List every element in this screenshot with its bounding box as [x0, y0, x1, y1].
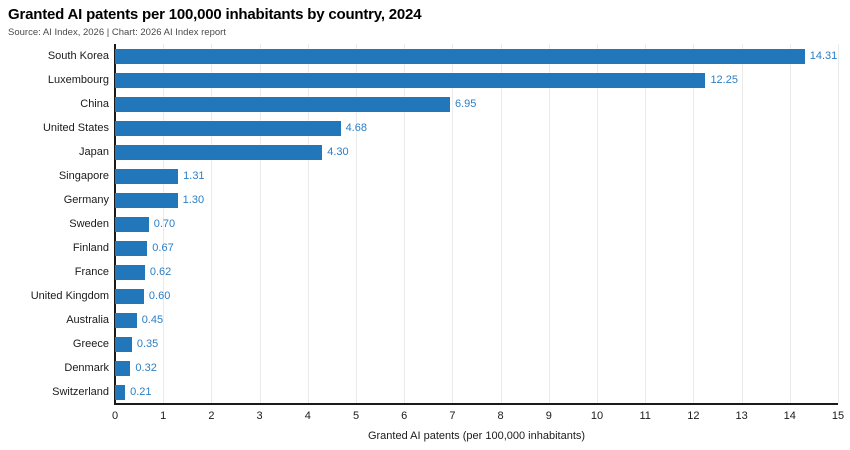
bar-value-label: 6.95: [454, 98, 477, 110]
x-tick-label: 2: [208, 410, 215, 422]
bar: [115, 384, 126, 400]
bar-row: Luxembourg 12.25: [48, 68, 838, 92]
category-label: China: [80, 98, 109, 110]
x-tick-label: 3: [256, 410, 263, 422]
bar-row: South Korea 14.31: [48, 44, 838, 68]
x-tick-label: 12: [687, 410, 700, 422]
x-axis-line: [114, 403, 838, 405]
bar: [115, 192, 178, 208]
x-tick-label: 4: [304, 410, 311, 422]
category-label: Australia: [66, 314, 109, 326]
category-label: Denmark: [64, 362, 109, 374]
category-label: Sweden: [69, 218, 109, 230]
y-axis-line: [114, 44, 116, 404]
x-tick-label: 14: [783, 410, 796, 422]
x-tick-label: 13: [735, 410, 748, 422]
bar-row: Japan 4.30: [79, 140, 838, 164]
bar-value-label: 0.21: [130, 386, 152, 398]
bar-value-label: 0.32: [135, 362, 157, 374]
gridline: [645, 44, 647, 404]
gridline: [307, 44, 309, 404]
bar-row: United Kingdom 0.60: [31, 284, 838, 308]
bar-value-label: 0.62: [149, 266, 172, 278]
bar-value-label: 0.67: [152, 242, 174, 254]
gridline: [741, 44, 743, 404]
bar-value-label: 1.31: [183, 170, 205, 182]
x-tick-label: 9: [545, 410, 552, 422]
category-label: United States: [42, 122, 109, 134]
category-label: Luxembourg: [47, 74, 109, 86]
gridline: [163, 44, 165, 404]
x-tick-label: 1: [160, 410, 167, 422]
bar-value-label: 4.30: [327, 146, 349, 158]
chart-source: Source: AI Index, 2026 | Chart: 2026 AI …: [8, 27, 226, 38]
bar-row: Sweden 0.70: [69, 212, 838, 236]
gridline: [211, 44, 213, 404]
bar-row: Denmark 0.32: [64, 356, 838, 380]
bar: [115, 360, 131, 376]
bar-value-label: 4.68: [345, 122, 367, 134]
gridline: [404, 44, 406, 404]
x-tick-label: 10: [590, 410, 604, 422]
bar-value-label: 0.45: [141, 314, 164, 326]
x-tick-label: 11: [639, 410, 651, 422]
bar: [115, 240, 148, 256]
bar-row: Australia 0.45: [66, 308, 838, 332]
bar: [115, 48, 805, 64]
category-label: Singapore: [58, 170, 109, 182]
x-tick-label: 0: [111, 410, 119, 422]
category-label: Greece: [72, 338, 109, 350]
gridline: [838, 44, 839, 404]
x-tick-label: 6: [401, 410, 408, 422]
bar-value-label: 14.31: [809, 50, 838, 62]
bar-value-label: 0.60: [148, 290, 171, 302]
x-tick-label: 7: [449, 410, 456, 422]
x-tick-label: 8: [497, 410, 504, 422]
gridline: [597, 44, 598, 404]
bar: [115, 72, 706, 88]
bar-row: Finland 0.67: [73, 236, 838, 260]
bar-row: China 6.95: [80, 92, 838, 116]
bar-row: Singapore 1.31: [59, 164, 838, 188]
bar: [115, 168, 179, 184]
category-label: Switzerland: [52, 386, 109, 398]
gridline: [259, 44, 261, 404]
bar-value-label: 0.35: [136, 338, 159, 350]
bar: [115, 288, 144, 304]
bar: [115, 336, 132, 352]
plot-area: South Korea 14.31 Luxembourg 12.25 China 6.95…: [31, 44, 844, 422]
bar-row: France 0.62: [75, 260, 838, 284]
bar-row: United States 4.68: [43, 116, 838, 140]
x-axis-label: Granted AI patents (per 100,000 inhabita…: [367, 430, 586, 442]
gridline: [693, 44, 695, 404]
bar-value-label: 1.30: [182, 194, 205, 206]
category-label: Finland: [72, 242, 109, 254]
x-tick-label: 15: [831, 410, 845, 422]
bar: [115, 120, 341, 136]
bar: [115, 96, 450, 112]
bar-row: Switzerland 0.21: [52, 380, 838, 404]
category-label: South Korea: [47, 50, 109, 62]
gridline: [500, 44, 502, 404]
bar-value-label: 0.70: [153, 218, 176, 230]
category-label: Japan: [79, 146, 109, 158]
gridline: [356, 44, 357, 404]
bar: [115, 312, 137, 328]
gridline: [548, 44, 550, 404]
bar: [115, 216, 149, 232]
gridline: [789, 44, 791, 404]
bar: [115, 264, 145, 280]
category-label: Germany: [63, 194, 109, 206]
bar-row: Greece 0.35: [73, 332, 838, 356]
gridline: [452, 44, 454, 404]
category-label: United Kingdom: [30, 290, 109, 302]
bar-value-label: 12.25: [710, 74, 738, 86]
bar: [115, 144, 323, 160]
category-label: France: [74, 266, 109, 278]
chart-title: Granted AI patents per 100,000 inhabitan…: [8, 6, 422, 23]
bar-row: Germany 1.30: [64, 188, 838, 212]
x-tick-label: 5: [352, 410, 360, 422]
